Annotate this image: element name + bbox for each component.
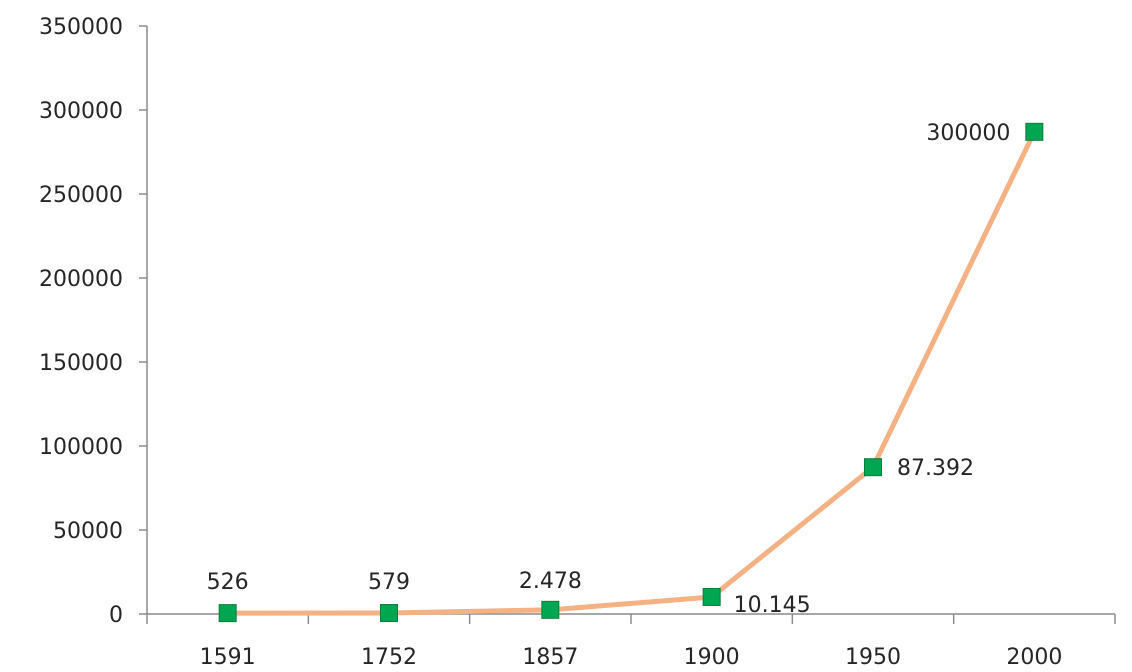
y-tick-label: 200000 bbox=[39, 267, 123, 292]
y-axis: 0 50000 100000 150000 200000 250000 300000 3500… bbox=[39, 15, 148, 628]
y-tick-label: 300000 bbox=[39, 99, 123, 124]
data-point-marker bbox=[541, 600, 560, 619]
x-tick-label: 1591 bbox=[200, 645, 256, 670]
data-point-marker bbox=[864, 458, 882, 477]
data-label: 87.392 bbox=[897, 456, 974, 481]
data-label: 2.478 bbox=[519, 569, 582, 594]
y-tick-label: 0 bbox=[109, 603, 123, 628]
y-tick-label: 250000 bbox=[39, 183, 123, 208]
data-label: 526 bbox=[207, 570, 249, 595]
x-tick-label: 2000 bbox=[1006, 645, 1062, 670]
x-tick-label: 1950 bbox=[845, 645, 901, 670]
data-point-marker bbox=[218, 604, 237, 623]
x-tick-label: 1752 bbox=[361, 645, 417, 670]
y-tick-label: 350000 bbox=[39, 15, 123, 40]
data-point-marker bbox=[1025, 122, 1044, 141]
y-tick-label: 50000 bbox=[53, 519, 123, 544]
data-label: 579 bbox=[368, 570, 410, 595]
series bbox=[218, 122, 1044, 623]
x-axis: 1591 1752 1857 1900 1950 2000 bbox=[146, 613, 1116, 670]
y-tick-label: 100000 bbox=[39, 435, 123, 460]
data-label: 10.145 bbox=[734, 593, 811, 618]
data-labels: 526 579 2.478 10.145 87.392 300000 bbox=[207, 121, 1011, 618]
x-tick-label: 1900 bbox=[684, 645, 740, 670]
data-point-marker bbox=[380, 604, 398, 623]
data-point-marker bbox=[702, 587, 721, 606]
y-tick-label: 150000 bbox=[39, 351, 123, 376]
data-label: 300000 bbox=[926, 121, 1010, 146]
x-tick-label: 1857 bbox=[522, 645, 578, 670]
series-line bbox=[225, 129, 1037, 616]
